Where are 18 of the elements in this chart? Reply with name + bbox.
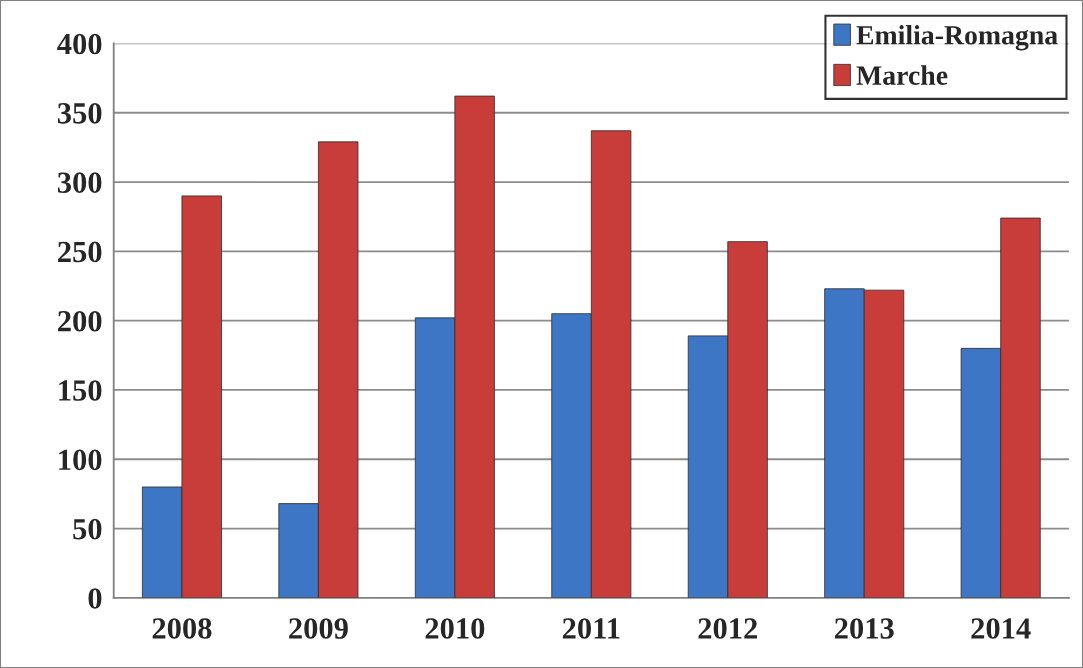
y-tick-label: 350 <box>57 103 102 124</box>
y-tick-label: 250 <box>58 241 102 263</box>
y-tick-label: 0 <box>88 588 102 609</box>
y-tick-label: 400 <box>57 33 102 55</box>
x-tick-label: 2010 <box>425 618 485 639</box>
x-tick-label: 2008 <box>152 618 212 639</box>
x-tick-label: 2013 <box>834 618 894 639</box>
y-tick-label: 200 <box>58 310 102 332</box>
legend-label: Emilia-Romagna <box>856 25 1058 51</box>
x-tick-label: 2009 <box>289 618 348 639</box>
y-tick-label: 300 <box>57 172 102 193</box>
y-tick-label: 50 <box>73 518 102 540</box>
x-tick-label: 2014 <box>971 618 1031 639</box>
x-tick-label: 2011 <box>562 618 620 639</box>
y-tick-label: 100 <box>59 449 102 471</box>
legend-label: Marche <box>856 65 948 85</box>
x-tick-label: 2012 <box>698 618 758 639</box>
y-tick-label: 150 <box>59 380 102 401</box>
